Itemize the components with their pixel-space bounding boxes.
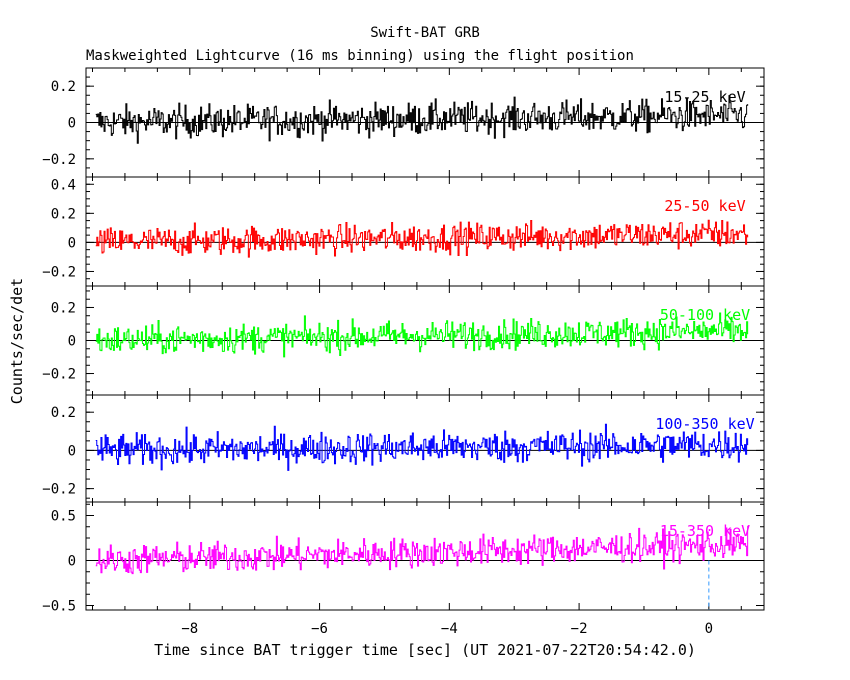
y-axis-label: Counts/sec/det [8, 278, 26, 404]
panel-4: 100-350 keV −0.2 0 0.2 [42, 394, 765, 503]
panel-frame [85, 176, 765, 287]
band-label: 50-100 keV [660, 306, 750, 324]
x-axis-label: Time since BAT trigger time [sec] (UT 20… [154, 641, 696, 659]
y-tick-label: 0.5 [51, 509, 76, 525]
y-tick-label: −0.2 [42, 367, 76, 383]
panel-5: 15-350 keV −0.5 0 0.5 [42, 501, 765, 615]
panels-group: 15-25 keV −0.2 0 0.2 25-50 keV −0.2 0 0.2 0.4 50-… [42, 67, 765, 615]
lightcurve-line [95, 219, 749, 258]
x-tick-label: −6 [311, 621, 328, 637]
y-tick-label: 0 [68, 443, 76, 459]
x-tick-label: −2 [571, 621, 588, 637]
lightcurve-line [95, 95, 749, 144]
chart-title: Swift-BAT GRB [370, 25, 480, 41]
panel-frame [85, 501, 765, 611]
x-tick-label: −8 [181, 621, 198, 637]
chart-subtitle: Maskweighted Lightcurve (16 ms binning) … [86, 48, 634, 64]
lightcurve-line [95, 423, 749, 471]
y-tick-label: −0.2 [42, 482, 76, 498]
y-tick-label: 0 [68, 235, 76, 251]
band-label: 25-50 keV [664, 197, 745, 215]
y-tick-label: 0 [68, 334, 76, 350]
y-tick-label: −0.2 [42, 264, 76, 280]
lightcurve-line [95, 525, 749, 575]
y-tick-label: 0 [68, 554, 76, 570]
band-label: 15-350 keV [660, 522, 750, 540]
x-tick-label: 0 [705, 621, 713, 637]
y-tick-label: 0.2 [51, 206, 76, 222]
y-tick-label: 0.2 [51, 405, 76, 421]
panel-3: 50-100 keV −0.2 0 0.2 [42, 285, 765, 396]
y-tick-label: 0.2 [51, 79, 76, 95]
lightcurve-line [95, 312, 749, 358]
panel-1: 15-25 keV −0.2 0 0.2 [42, 67, 765, 178]
x-tick-label: −4 [441, 621, 458, 637]
x-tick-labels: −8 −6 −4 −2 0 [181, 621, 713, 637]
y-tick-label: −0.5 [42, 599, 76, 615]
y-tick-label: 0.2 [51, 300, 76, 316]
y-tick-label: 0 [68, 116, 76, 132]
band-label: 15-25 keV [664, 88, 745, 106]
band-label: 100-350 keV [655, 415, 754, 433]
panel-2: 25-50 keV −0.2 0 0.2 0.4 [42, 176, 765, 287]
y-tick-label: 0.4 [51, 177, 76, 193]
y-tick-label: −0.2 [42, 152, 76, 168]
